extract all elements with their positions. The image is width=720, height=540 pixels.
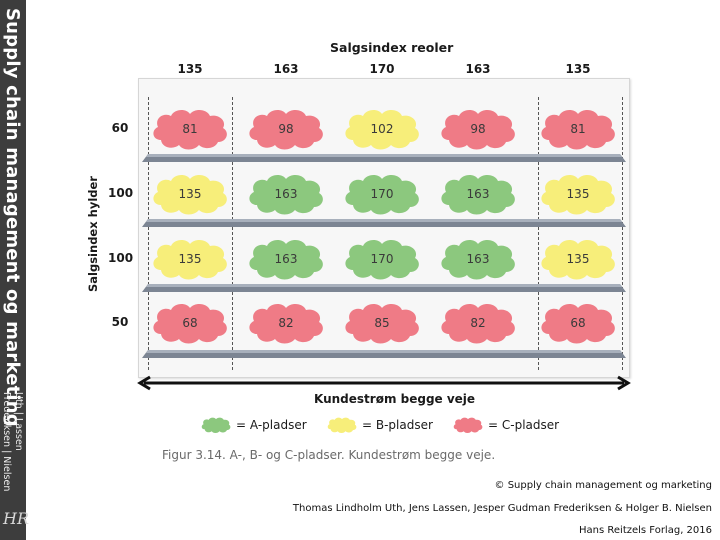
shelf-cell-b-placement: 135 <box>149 171 231 217</box>
legend-a-label: = A-pladser <box>236 418 307 432</box>
column-divider <box>538 97 539 370</box>
cell-value: 163 <box>466 187 490 201</box>
shelf <box>142 284 626 292</box>
shelf-cell-c-placement: 68 <box>149 300 231 346</box>
cell-value: 85 <box>374 316 390 330</box>
cell-value: 163 <box>274 187 298 201</box>
cell-value: 68 <box>570 316 586 330</box>
cell-value: 81 <box>570 122 586 136</box>
book-title: Supply chain management og marketing <box>2 8 23 427</box>
shelf-cell-c-placement: 82 <box>245 300 327 346</box>
legend-c-label: = C-pladser <box>488 418 560 432</box>
legend-a-swatch <box>200 414 232 436</box>
authors-line-1: Uth | Lassen <box>13 392 24 451</box>
cell-value: 135 <box>178 252 202 266</box>
row-index-value: 60 <box>111 121 129 135</box>
column-index-value: 135 <box>565 62 591 76</box>
shelf-cell-b-placement: 135 <box>537 236 619 282</box>
shelf-cell-a-placement: 163 <box>437 171 519 217</box>
cell-value: 98 <box>470 122 486 136</box>
shelf-cell-c-placement: 82 <box>437 300 519 346</box>
cell-value: 98 <box>278 122 294 136</box>
column-divider <box>622 97 623 370</box>
shelf-cell-c-placement: 98 <box>245 106 327 152</box>
shelf-cell-a-placement: 163 <box>245 171 327 217</box>
shelf <box>142 219 626 227</box>
shelf-cell-c-placement: 85 <box>341 300 423 346</box>
column-divider <box>148 97 149 370</box>
shelf <box>142 350 626 358</box>
cell-value: 68 <box>182 316 198 330</box>
shelf-cell-a-placement: 170 <box>341 236 423 282</box>
column-index-value: 163 <box>273 62 299 76</box>
column-index-value: 135 <box>177 62 203 76</box>
copyright-line: © Supply chain management og marketing <box>494 480 712 491</box>
cell-value: 163 <box>274 252 298 266</box>
shelf-cell-b-placement: 135 <box>537 171 619 217</box>
authors-credit: Thomas Lindholm Uth, Jens Lassen, Jesper… <box>292 503 712 514</box>
row-index-value: 100 <box>108 251 134 265</box>
publisher-logo: HR <box>3 509 29 528</box>
shelf-cell-c-placement: 81 <box>149 106 231 152</box>
cell-value: 102 <box>370 122 394 136</box>
row-axis-label: Salgsindex hylder <box>86 176 100 292</box>
legend-c-swatch <box>452 414 484 436</box>
cell-value: 170 <box>370 187 394 201</box>
column-index-value: 170 <box>369 62 395 76</box>
legend-b: = B-pladser <box>326 414 433 436</box>
cell-value: 135 <box>566 252 590 266</box>
publisher-credit: Hans Reitzels Forlag, 2016 <box>579 525 712 536</box>
shelf-cell-c-placement: 68 <box>537 300 619 346</box>
column-divider <box>232 97 233 370</box>
shelf-cell-c-placement: 98 <box>437 106 519 152</box>
cell-value: 81 <box>182 122 198 136</box>
sidebar: Supply chain management og marketing Uth… <box>0 0 29 540</box>
cell-value: 82 <box>278 316 294 330</box>
row-index-value: 100 <box>108 186 134 200</box>
shelf-cell-a-placement: 163 <box>437 236 519 282</box>
shelf <box>142 154 626 162</box>
figure-top-title: Salgsindex reoler <box>330 40 454 55</box>
legend-a: = A-pladser <box>200 414 307 436</box>
cell-value: 135 <box>566 187 590 201</box>
figure-caption: Figur 3.14. A-, B- og C-pladser. Kundest… <box>162 448 496 462</box>
shelf-cell-c-placement: 81 <box>537 106 619 152</box>
row-index-value: 50 <box>111 315 129 329</box>
customer-flow-arrow <box>137 375 631 391</box>
shelf-cell-b-placement: 102 <box>341 106 423 152</box>
shelf-cell-a-placement: 170 <box>341 171 423 217</box>
authors-line-2: Frederiksen | Nielsen <box>1 392 12 492</box>
column-index-value: 163 <box>465 62 491 76</box>
cell-value: 82 <box>470 316 486 330</box>
shelf-cell-a-placement: 163 <box>245 236 327 282</box>
legend-b-swatch <box>326 414 358 436</box>
customer-flow-label: Kundestrøm begge veje <box>314 392 476 406</box>
cell-value: 163 <box>466 252 490 266</box>
legend-b-label: = B-pladser <box>362 418 433 432</box>
shelf-cell-b-placement: 135 <box>149 236 231 282</box>
book-authors: Uth | Lassen Frederiksen | Nielsen <box>1 392 24 502</box>
cell-value: 135 <box>178 187 202 201</box>
legend-c: = C-pladser <box>452 414 559 436</box>
cell-value: 170 <box>370 252 394 266</box>
